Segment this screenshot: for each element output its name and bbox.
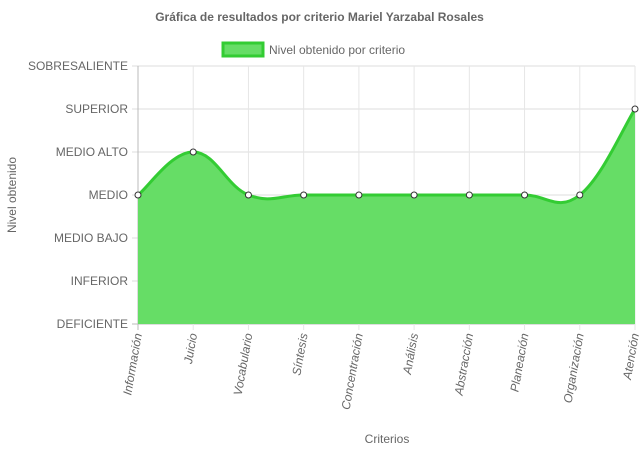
y-axis-ticks: DEFICIENTE INFERIOR MEDIO BAJO MEDIO MEDIO A… (28, 59, 128, 331)
series-line (137, 108, 637, 205)
data-point[interactable] (465, 191, 473, 199)
y-tick-label: SUPERIOR (65, 102, 128, 116)
data-point[interactable] (631, 105, 639, 113)
x-tick-label: Abstracción (451, 332, 476, 397)
data-point[interactable] (410, 191, 418, 199)
data-point[interactable] (300, 191, 308, 199)
y-tick-label: MEDIO ALTO (56, 145, 128, 159)
x-tick-label: Síntesis (289, 332, 310, 376)
x-tick-label: Concentración (339, 332, 366, 411)
series-area (137, 108, 637, 324)
chart-title: Gráfica de resultados por criterio Marie… (155, 10, 484, 24)
data-points (134, 105, 639, 199)
legend-label: Nivel obtenido por criterio (269, 43, 405, 57)
x-tick-label: Vocabulario (231, 332, 256, 397)
y-tick-label: INFERIOR (71, 274, 129, 288)
data-point[interactable] (244, 191, 252, 199)
legend-swatch (221, 41, 265, 58)
data-point[interactable] (134, 191, 142, 199)
x-tick-label: Planeación (507, 332, 531, 393)
x-tick-label: Organización (561, 332, 587, 404)
x-tick-label: Información (120, 332, 145, 396)
x-tick-label: Atención (620, 332, 639, 382)
y-tick-label: SOBRESALIENTE (28, 59, 128, 73)
y-tick-label: MEDIO (89, 188, 128, 202)
y-tick-label: DEFICIENTE (57, 317, 128, 331)
data-point[interactable] (576, 191, 584, 199)
legend[interactable]: Nivel obtenido por criterio (221, 41, 405, 58)
x-tick-label: Juicio (181, 332, 200, 366)
x-axis-title: Criterios (365, 432, 410, 446)
y-tick-label: MEDIO BAJO (54, 231, 128, 245)
data-point[interactable] (355, 191, 363, 199)
data-point[interactable] (521, 191, 529, 199)
x-axis-ticks: Información Juicio Vocabulario Síntesis Conc… (120, 332, 639, 411)
x-tick-label: Análisis (400, 332, 421, 376)
series-area-fill (138, 109, 635, 324)
data-point[interactable] (189, 148, 197, 156)
y-axis-title: Nivel obtenido (5, 157, 19, 233)
